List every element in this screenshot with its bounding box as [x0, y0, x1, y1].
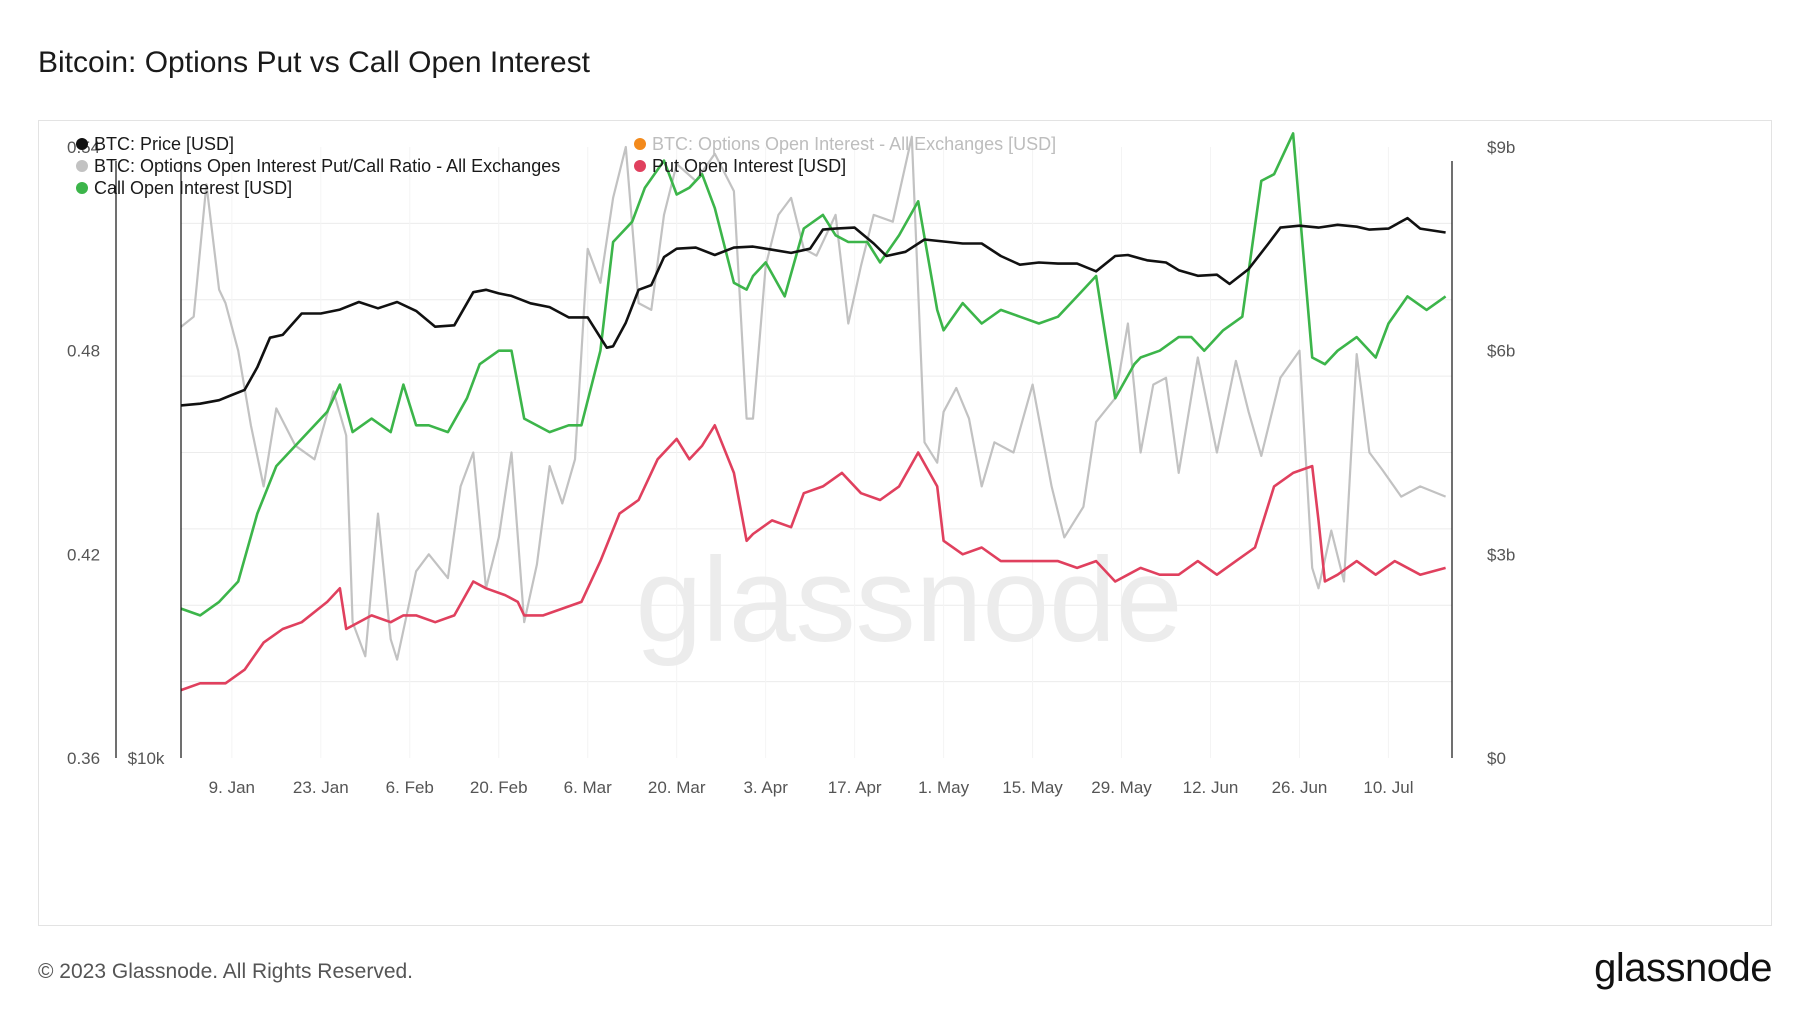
- chart-container: glassnode 0.360.420.480.54$10k$0$3b$6b$9…: [38, 120, 1772, 926]
- x-axis-tick-label: 12. Jun: [1183, 778, 1239, 797]
- x-axis-tick-label: 20. Mar: [648, 778, 706, 797]
- legend: BTC: Price [USD] BTC: Options Open Intere…: [76, 134, 1056, 198]
- legend-item-price[interactable]: BTC: Price [USD]: [76, 134, 234, 154]
- x-axis-tick-label: 6. Feb: [386, 778, 434, 797]
- legend-marker-ratio: [76, 160, 88, 172]
- legend-item-put[interactable]: Put Open Interest [USD]: [634, 156, 846, 176]
- x-axis-tick-label: 9. Jan: [209, 778, 255, 797]
- right-axis-tick-label: $6b: [1487, 342, 1515, 361]
- x-axis-tick-label: 1. May: [918, 778, 970, 797]
- left-axis-tick-label: 0.36: [67, 749, 100, 768]
- legend-label: BTC: Price [USD]: [94, 134, 234, 154]
- legend-marker-price: [76, 138, 88, 150]
- legend-marker-total: [634, 138, 646, 150]
- brand-logo: glassnode: [1594, 946, 1772, 990]
- axes: 0.360.420.480.54$10k$0$3b$6b$9b9. Jan23.…: [67, 138, 1515, 797]
- legend-item-total[interactable]: BTC: Options Open Interest - All Exchang…: [634, 134, 1056, 154]
- legend-label: Call Open Interest [USD]: [94, 178, 292, 198]
- right-axis-tick-label: $0: [1487, 749, 1506, 768]
- x-axis-tick-label: 20. Feb: [470, 778, 528, 797]
- x-axis-tick-label: 3. Apr: [743, 778, 788, 797]
- x-axis-tick-label: 10. Jul: [1363, 778, 1413, 797]
- legend-label: BTC: Options Open Interest - All Exchang…: [652, 134, 1056, 154]
- price-axis-tick-label: $10k: [128, 749, 165, 768]
- x-axis-tick-label: 17. Apr: [828, 778, 882, 797]
- copyright-text: © 2023 Glassnode. All Rights Reserved.: [38, 960, 414, 983]
- series-line-put: [180, 423, 1446, 692]
- x-axis-tick-label: 29. May: [1091, 778, 1152, 797]
- legend-label: BTC: Options Open Interest Put/Call Rati…: [94, 156, 560, 176]
- left-axis-tick-label: 0.48: [67, 342, 100, 361]
- series-lines: [180, 132, 1447, 692]
- legend-marker-put: [634, 160, 646, 172]
- series-line-ratio: [180, 135, 1447, 661]
- right-axis-tick-label: $3b: [1487, 545, 1515, 564]
- x-axis-tick-label: 15. May: [1002, 778, 1063, 797]
- x-axis-tick-label: 6. Mar: [564, 778, 613, 797]
- page-title: Bitcoin: Options Put vs Call Open Intere…: [38, 46, 590, 79]
- series-line-price: [180, 216, 1446, 407]
- series-line-call: [180, 132, 1447, 617]
- watermark-text: glassnode: [635, 533, 1182, 667]
- legend-label: Put Open Interest [USD]: [652, 156, 846, 176]
- left-axis-tick-label: 0.42: [67, 545, 100, 564]
- x-axis-tick-label: 23. Jan: [293, 778, 349, 797]
- legend-marker-call: [76, 182, 88, 194]
- chart-svg: glassnode 0.360.420.480.54$10k$0$3b$6b$9…: [67, 132, 1515, 797]
- x-axis-tick-label: 26. Jun: [1272, 778, 1328, 797]
- right-axis-tick-label: $9b: [1487, 138, 1515, 157]
- legend-item-ratio[interactable]: BTC: Options Open Interest Put/Call Rati…: [76, 156, 560, 176]
- legend-item-call[interactable]: Call Open Interest [USD]: [76, 178, 292, 198]
